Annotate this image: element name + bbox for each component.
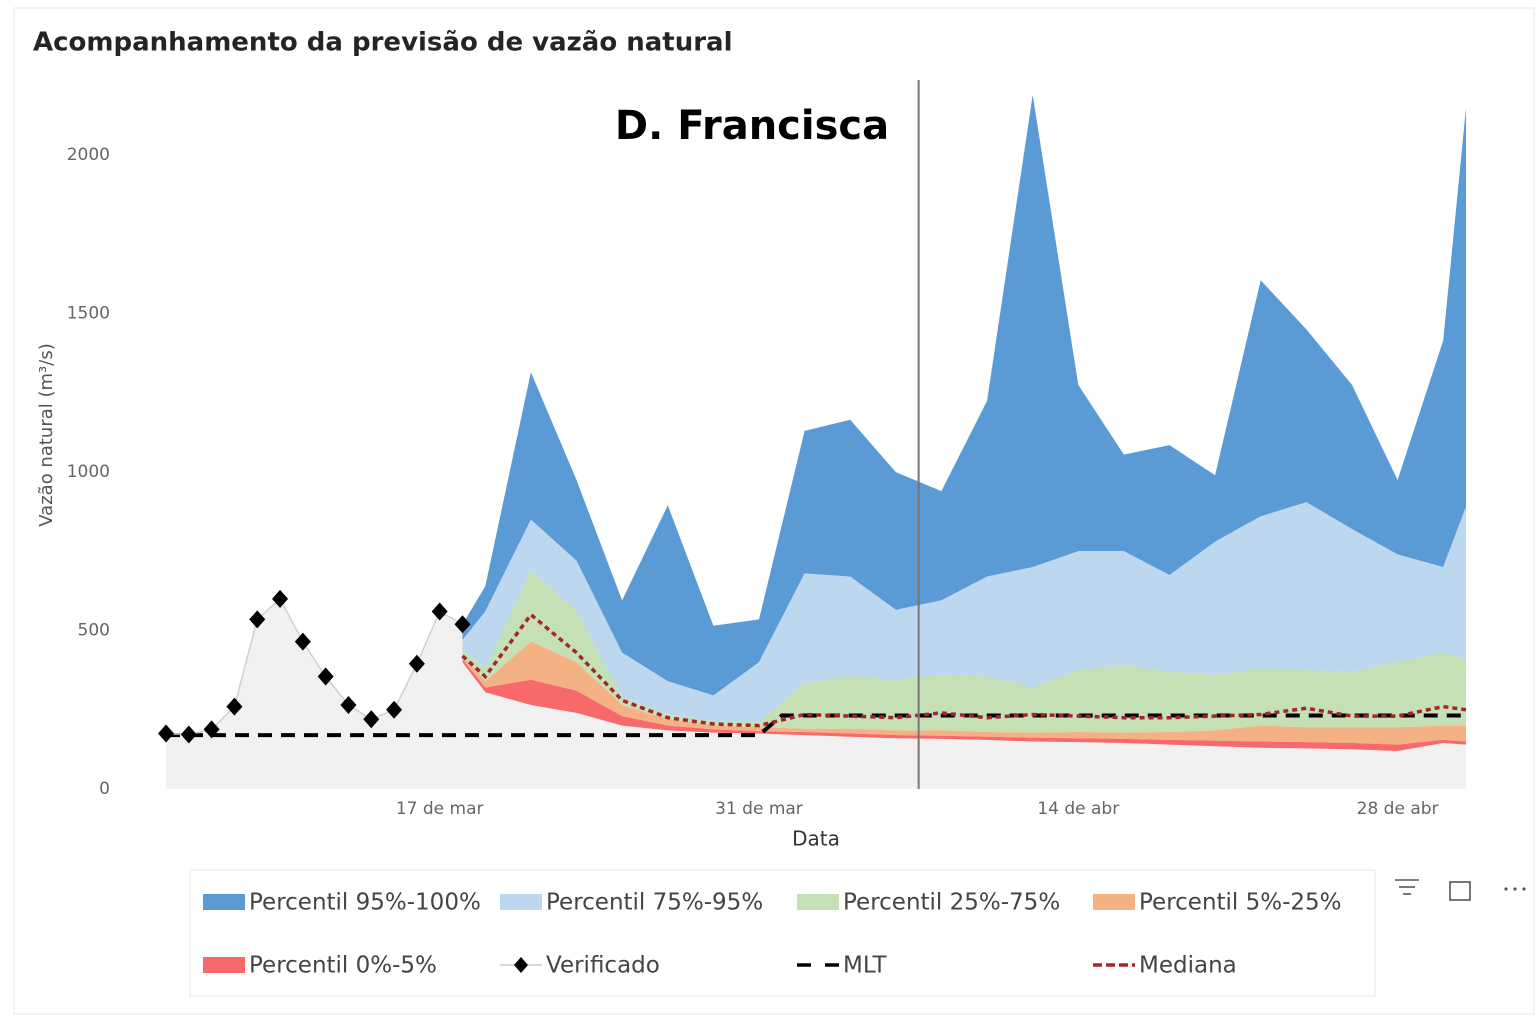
chart-title: Acompanhamento da previsão de vazão natu…	[33, 28, 733, 58]
legend-swatch	[500, 894, 542, 910]
median-line	[461, 612, 1467, 728]
legend-item[interactable]: Verificado	[500, 953, 660, 979]
y-tick-label: 0	[99, 779, 110, 799]
visual-icons	[1395, 879, 1526, 901]
percentile-band	[462, 94, 1466, 696]
x-tick-label: 28 de abr	[1357, 799, 1439, 819]
legend-item[interactable]: Mediana	[1093, 953, 1237, 979]
y-tick-label: 1000	[67, 462, 110, 482]
plot-area	[158, 94, 1467, 789]
y-tick-label: 1500	[67, 304, 110, 324]
legend-label: Percentil 25%-75%	[843, 890, 1060, 916]
verified-marker	[294, 632, 311, 651]
verified-marker	[272, 589, 289, 608]
percentile-band	[462, 570, 1466, 733]
percentile-band	[462, 641, 1466, 745]
more-icon	[1513, 887, 1517, 891]
legend-swatch	[797, 894, 839, 910]
legend-item[interactable]: Percentil 75%-95%	[500, 890, 763, 916]
legend-label: Mediana	[1139, 953, 1237, 979]
verified-marker	[180, 725, 197, 744]
verified-marker	[454, 615, 471, 634]
verified-marker	[431, 602, 448, 621]
legend-swatch	[203, 957, 245, 973]
x-tick-label: 17 de mar	[396, 799, 484, 819]
verified-marker	[340, 696, 357, 715]
legend-item[interactable]: Percentil 25%-75%	[797, 890, 1060, 916]
more-icon	[1522, 887, 1526, 891]
more-icon[interactable]	[1504, 887, 1508, 891]
x-tick-label: 31 de mar	[715, 799, 803, 819]
verified-marker	[386, 700, 403, 719]
verified-marker	[203, 720, 220, 739]
legend-label: MLT	[843, 953, 887, 979]
x-tick-label: 14 de abr	[1037, 799, 1119, 819]
verified-marker	[226, 697, 243, 716]
legend-item[interactable]: Percentil 5%-25%	[1093, 890, 1342, 916]
annotation: D. Francisca	[615, 103, 889, 149]
verified-marker	[363, 710, 380, 729]
legend-label: Verificado	[546, 953, 660, 979]
verified-marker	[158, 724, 174, 743]
y-tick-label: 2000	[67, 145, 110, 165]
legend-label: Percentil 75%-95%	[546, 890, 763, 916]
legend-item[interactable]: Percentil 0%-5%	[203, 953, 437, 979]
legend-item[interactable]: MLT	[797, 953, 887, 979]
legend-label: Percentil 0%-5%	[249, 953, 437, 979]
y-tick-label: 500	[78, 621, 110, 641]
mlt-line	[166, 713, 1466, 738]
legend-item[interactable]: Percentil 95%-100%	[203, 890, 481, 916]
verified-marker	[408, 654, 425, 673]
legend-box	[189, 869, 1376, 997]
legend-swatch	[514, 957, 528, 973]
percentile-band	[462, 502, 1466, 723]
verified-marker	[249, 610, 266, 629]
x-axis-label: Data	[792, 827, 840, 851]
base-area	[166, 598, 463, 789]
focus-icon[interactable]	[1449, 881, 1471, 901]
legend-label: Percentil 5%-25%	[1139, 890, 1342, 916]
base-area	[462, 662, 1467, 789]
legend-label: Percentil 95%-100%	[249, 890, 481, 916]
legend-swatch	[1093, 894, 1135, 910]
y-axis-label: Vazão natural (m³/s)	[36, 343, 57, 526]
verified-marker	[317, 667, 334, 686]
legend-swatch	[203, 894, 245, 910]
